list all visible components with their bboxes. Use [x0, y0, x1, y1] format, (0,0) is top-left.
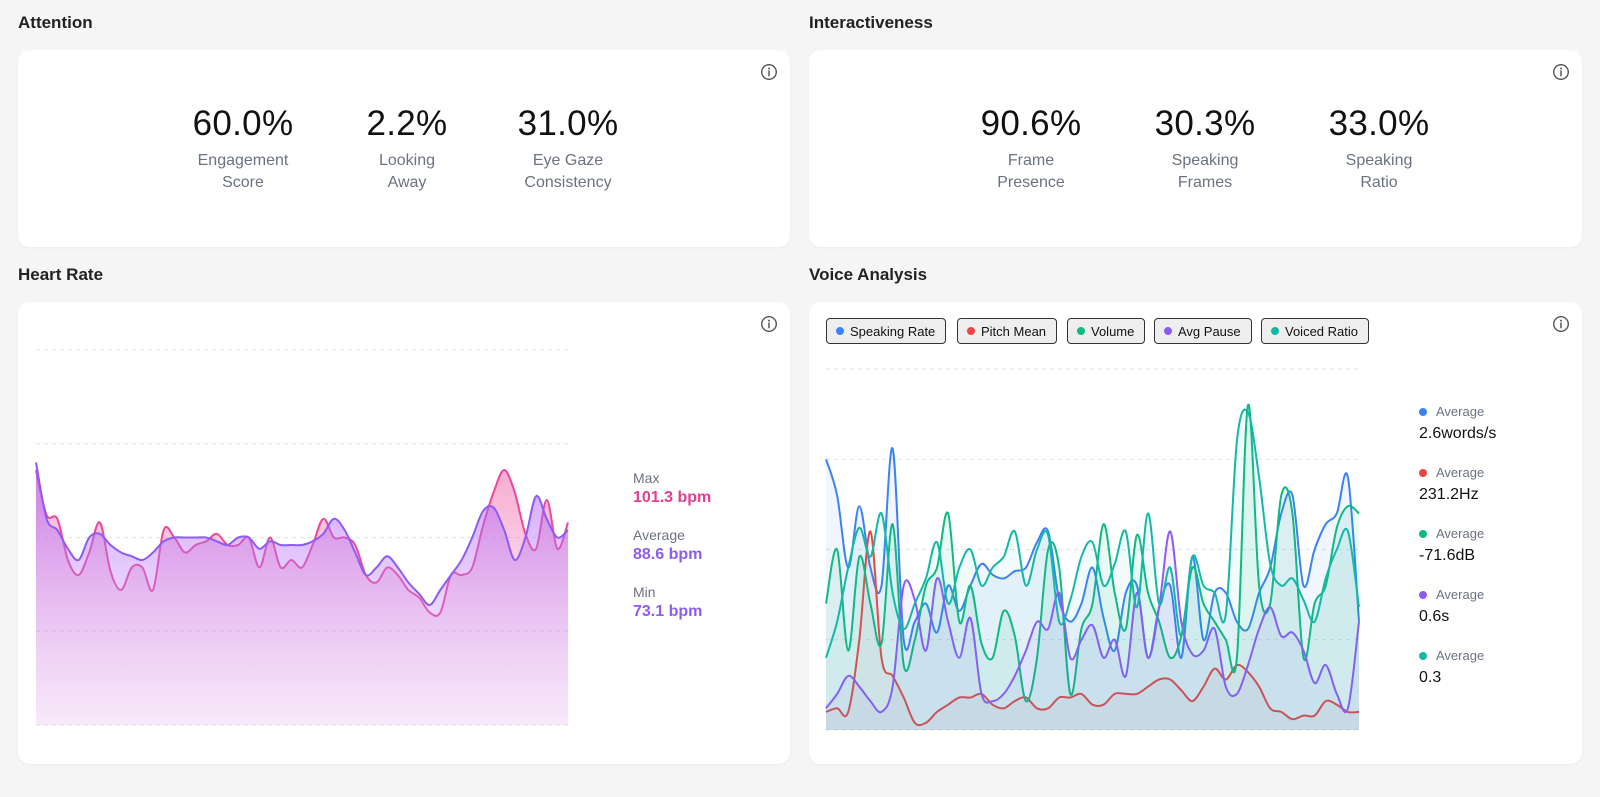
frame-presence-metric: 90.6% Frame Presence: [946, 104, 1116, 194]
average-dot: [1419, 407, 1427, 416]
average-label: Average: [1436, 404, 1485, 419]
series-line: [35, 462, 569, 606]
chart-series: [825, 403, 1360, 730]
engagement-score-metric: 60.0% Engagement Score: [158, 104, 328, 194]
legend-toggle-avg-pause[interactable]: Avg Pause: [1154, 318, 1252, 344]
series-line: [825, 403, 1360, 703]
metric-value: 31.0%: [517, 104, 619, 143]
average-avg-pause: Average 0.6s: [1419, 587, 1484, 626]
legend-toggle-pitch-mean[interactable]: Pitch Mean: [957, 318, 1058, 344]
interactiveness-card: 90.6% Frame Presence 30.3% Speaking Frames…: [809, 50, 1582, 247]
legend-toggle-speaking-rate[interactable]: Speaking Rate: [826, 318, 947, 344]
eye-gaze-consistency-metric: 31.0% Eye Gaze Consistency: [483, 104, 653, 194]
legend-toggle-voiced-ratio[interactable]: Voiced Ratio: [1261, 318, 1369, 344]
stat-label: Average: [633, 527, 685, 543]
metric-label: Speaking Ratio: [1345, 152, 1413, 191]
legend-dot: [836, 327, 844, 335]
average-label: Average: [1436, 526, 1485, 541]
info-circle-icon[interactable]: [760, 315, 778, 333]
series-line: [825, 447, 1360, 659]
series-area: [826, 447, 1359, 730]
legend-label: Speaking Rate: [850, 323, 936, 339]
legend-dot: [1271, 327, 1279, 335]
average-value: 231.2Hz: [1419, 486, 1479, 503]
voice-analysis-chart: [825, 368, 1360, 731]
metric-value: 2.2%: [366, 104, 448, 143]
average-label: Average: [1436, 648, 1485, 663]
hr-stat-max: Max 101.3 bpm: [633, 470, 711, 507]
heart-rate-chart: [35, 349, 569, 726]
average-volume: Average -71.6dB: [1419, 526, 1484, 565]
metric-label: Eye Gaze Consistency: [524, 152, 612, 191]
hr-stat-average: Average 88.6 bpm: [633, 527, 711, 564]
metric-value: 60.0%: [192, 104, 294, 143]
stat-value: 88.6 bpm: [633, 546, 703, 563]
average-pitch-mean: Average 231.2Hz: [1419, 465, 1484, 504]
attention-card: 60.0% Engagement Score 2.2% Looking Away 3…: [18, 50, 790, 247]
stat-label: Max: [633, 470, 660, 486]
stat-value: 73.1 bpm: [633, 603, 703, 620]
average-dot: [1419, 590, 1427, 599]
metric-label: Speaking Frames: [1171, 152, 1239, 191]
info-circle-icon[interactable]: [1552, 63, 1570, 81]
average-speaking-rate: Average 2.6words/s: [1419, 404, 1496, 443]
interactiveness-title: Interactiveness: [809, 13, 933, 32]
average-value: 0.6s: [1419, 608, 1450, 625]
metric-value: 30.3%: [1154, 104, 1256, 143]
stat-value: 101.3 bpm: [633, 489, 712, 506]
legend-dot: [967, 327, 975, 335]
average-label: Average: [1436, 587, 1485, 602]
legend-dot: [1077, 327, 1085, 335]
heart-rate-title: Heart Rate: [18, 265, 104, 284]
series-line: [825, 530, 1360, 714]
legend-label: Volume: [1091, 323, 1135, 339]
metric-value: 90.6%: [980, 104, 1082, 143]
voice-analysis-title: Voice Analysis: [809, 265, 928, 284]
info-circle-icon[interactable]: [1552, 315, 1570, 333]
legend-label: Pitch Mean: [981, 323, 1047, 339]
average-value: -71.6dB: [1419, 547, 1476, 564]
series-area: [826, 409, 1359, 730]
metric-label: Frame Presence: [997, 152, 1065, 191]
average-voiced-ratio: Average 0.3: [1419, 648, 1484, 687]
speaking-frames-metric: 30.3% Speaking Frames: [1120, 104, 1290, 194]
hr-stat-min: Min 73.1 bpm: [633, 584, 711, 621]
average-label: Average: [1436, 465, 1485, 480]
info-circle-icon[interactable]: [760, 63, 778, 81]
legend-label: Avg Pause: [1178, 323, 1241, 339]
legend-label: Voiced Ratio: [1285, 323, 1358, 339]
series-area: [36, 462, 568, 725]
series-area: [826, 531, 1359, 730]
legend-toggle-volume[interactable]: Volume: [1067, 318, 1146, 344]
metric-value: 33.0%: [1328, 104, 1430, 143]
heart-rate-stats: Max 101.3 bpm Average 88.6 bpm Min 73.1 …: [633, 470, 711, 641]
average-dot: [1419, 529, 1427, 538]
stat-label: Min: [633, 584, 656, 600]
series-area: [826, 404, 1359, 730]
series-line: [825, 530, 1360, 727]
speaking-ratio-metric: 33.0% Speaking Ratio: [1294, 104, 1464, 194]
voice-analysis-card: Speaking Rate Pitch Mean Volume Avg Paus…: [809, 302, 1582, 764]
average-dot: [1419, 468, 1427, 477]
series-line: [825, 408, 1360, 659]
metric-label: Looking Away: [378, 152, 436, 191]
looking-away-metric: 2.2% Looking Away: [322, 104, 492, 194]
heart-rate-card: Max 101.3 bpm Average 88.6 bpm Min 73.1 …: [18, 302, 790, 764]
legend-dot: [1164, 327, 1172, 335]
metric-label: Engagement Score: [197, 152, 289, 191]
average-dot: [1419, 651, 1427, 660]
attention-title: Attention: [18, 13, 93, 32]
chart-series: [35, 462, 569, 725]
average-value: 2.6words/s: [1419, 425, 1497, 442]
average-value: 0.3: [1419, 669, 1442, 686]
